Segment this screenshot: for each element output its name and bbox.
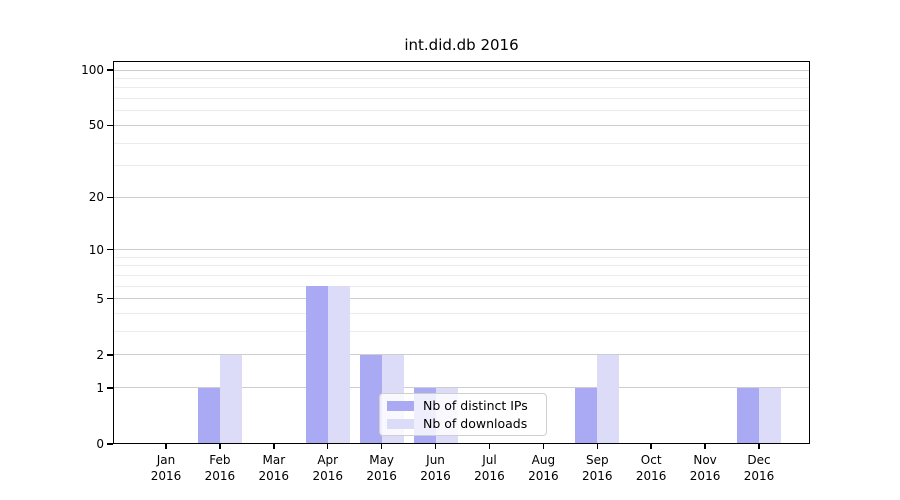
y-gridline-minor xyxy=(113,285,810,287)
x-tick-mark xyxy=(380,444,383,449)
y-tick-mark xyxy=(107,298,113,300)
x-tick-label: Feb 2016 xyxy=(190,452,250,484)
x-tick-year: 2016 xyxy=(258,469,290,483)
y-tick-mark xyxy=(107,443,113,445)
y-tick-mark xyxy=(107,387,113,389)
x-tick-mark xyxy=(488,444,491,449)
bar-nb-of-downloads xyxy=(219,354,242,444)
x-tick-label: Nov 2016 xyxy=(675,452,735,484)
y-gridline-minor xyxy=(113,274,810,276)
y-gridline-minor xyxy=(113,142,810,144)
x-tick-label: Jul 2016 xyxy=(459,452,519,484)
y-tick-label: 0 xyxy=(96,437,104,451)
y-gridline-major xyxy=(113,124,810,126)
x-tick-year: 2016 xyxy=(204,469,236,483)
legend-entry-distinct-ips: Nb of distinct IPs xyxy=(387,398,538,413)
y-gridline-major xyxy=(113,249,810,251)
y-tick-label: 10 xyxy=(88,242,104,257)
x-tick-mark xyxy=(327,444,329,449)
y-tick-mark xyxy=(107,248,113,251)
x-tick-year: 2016 xyxy=(528,469,559,483)
x-tick-mark xyxy=(542,444,545,449)
x-tick-year: 2016 xyxy=(420,469,451,483)
y-gridline-major xyxy=(113,387,810,389)
bar-nb-of-distinct-ips xyxy=(305,286,328,444)
bar-nb-of-distinct-ips xyxy=(359,354,382,444)
y-tick-mark xyxy=(107,354,113,356)
y-gridline-minor xyxy=(113,265,810,267)
y-tick-mark xyxy=(107,124,113,127)
bar-nb-of-distinct-ips xyxy=(197,387,220,444)
y-tick-label: 100 xyxy=(81,63,104,77)
x-tick-year: 2016 xyxy=(150,469,182,483)
y-gridline-major xyxy=(113,69,810,71)
y-tick-label: 20 xyxy=(88,190,104,205)
x-tick-year: 2016 xyxy=(474,469,505,483)
y-gridline-major xyxy=(113,354,810,356)
x-tick-mark xyxy=(596,444,598,449)
x-tick-label: Oct 2016 xyxy=(621,452,681,484)
y-gridline-minor xyxy=(113,256,810,258)
x-tick-label: Dec 2016 xyxy=(729,452,789,484)
x-tick-label: Sep 2016 xyxy=(567,452,627,484)
x-tick-label: May 2016 xyxy=(352,452,412,484)
y-gridline-minor xyxy=(113,77,810,79)
y-gridline-minor xyxy=(113,98,810,100)
x-tick-label: Jan 2016 xyxy=(136,452,196,484)
x-tick-year: 2016 xyxy=(366,469,397,483)
bar-nb-of-downloads xyxy=(759,387,781,444)
x-tick-mark xyxy=(165,444,167,449)
y-tick-label: 2 xyxy=(96,347,104,362)
x-tick-label: Apr 2016 xyxy=(298,452,358,484)
y-tick-label: 50 xyxy=(88,118,104,133)
y-tick-mark xyxy=(107,196,113,198)
legend: Nb of distinct IPs Nb of downloads xyxy=(379,393,547,436)
x-tick-year: 2016 xyxy=(743,469,775,483)
legend-swatch-distinct-ips xyxy=(387,400,414,411)
y-gridline-major xyxy=(113,196,810,198)
bar-nb-of-downloads xyxy=(327,286,350,444)
x-tick-year: 2016 xyxy=(581,469,613,483)
x-tick-mark xyxy=(758,444,760,449)
y-gridline-minor xyxy=(113,110,810,112)
x-tick-year: 2016 xyxy=(312,469,343,483)
x-tick-mark xyxy=(219,444,221,449)
y-gridline-minor xyxy=(113,87,810,89)
legend-label-downloads: Nb of downloads xyxy=(423,416,528,431)
y-gridline-minor xyxy=(113,331,810,333)
legend-swatch-downloads xyxy=(387,418,414,429)
x-tick-year: 2016 xyxy=(635,469,667,483)
bar-nb-of-distinct-ips xyxy=(737,387,759,444)
y-tick-mark xyxy=(107,69,113,71)
chart-title: int.did.db 2016 xyxy=(404,36,519,54)
y-gridline-major xyxy=(113,298,810,300)
x-tick-label: Mar 2016 xyxy=(244,452,304,484)
x-tick-mark xyxy=(434,444,437,449)
y-tick-label: 5 xyxy=(96,291,104,306)
x-tick-mark xyxy=(704,444,706,449)
legend-entry-downloads: Nb of downloads xyxy=(387,416,538,431)
bar-nb-of-distinct-ips xyxy=(575,387,598,444)
legend-label-distinct-ips: Nb of distinct IPs xyxy=(423,398,528,413)
x-tick-year: 2016 xyxy=(689,469,721,483)
y-gridline-minor xyxy=(113,313,810,315)
x-tick-label: Aug 2016 xyxy=(513,452,573,484)
x-tick-mark xyxy=(273,444,275,449)
x-tick-mark xyxy=(650,444,652,449)
y-tick-label: 1 xyxy=(96,380,104,395)
y-gridline-minor xyxy=(113,165,810,167)
x-tick-label: Jun 2016 xyxy=(406,452,466,484)
bar-nb-of-downloads xyxy=(597,354,620,444)
